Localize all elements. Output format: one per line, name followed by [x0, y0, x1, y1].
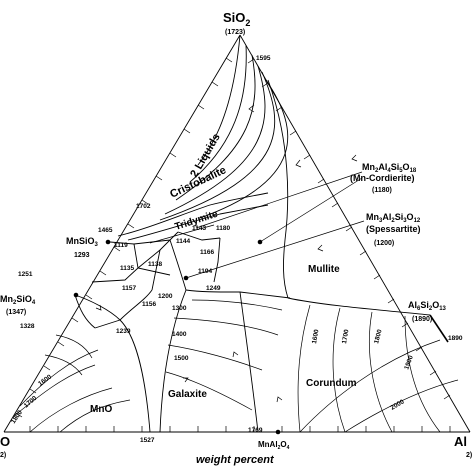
sio2-temp: (1723): [225, 29, 245, 36]
al6si2o13-formula: Al6Si2O13: [408, 300, 447, 312]
mn-cordierite-temp: (1180): [372, 187, 392, 194]
svg-text:1135: 1135: [120, 265, 134, 272]
svg-text:1890: 1890: [448, 335, 463, 342]
svg-text:1180: 1180: [216, 225, 230, 232]
svg-text:1400: 1400: [172, 331, 187, 338]
svg-text:1702: 1702: [136, 203, 151, 210]
svg-text:1144: 1144: [176, 238, 190, 245]
svg-text:1527: 1527: [140, 437, 155, 444]
spessartite-temp: (1200): [374, 240, 394, 247]
compound-labels: Mn2Al4Si5O18 (Mn-Cordierite) (1180) Mn3A…: [0, 162, 447, 451]
svg-text:1465: 1465: [98, 227, 113, 234]
spessartite-name: (Spessartite): [366, 224, 421, 234]
mnsio3-point: [105, 239, 111, 245]
svg-text:1595: 1595: [256, 55, 271, 62]
svg-text:SiO2: SiO2: [223, 10, 250, 28]
svg-text:1239: 1239: [116, 328, 131, 335]
al6si2o13-temp: (1890): [412, 316, 432, 323]
mno-vertex-temp: 2): [0, 452, 6, 459]
spessartite-point: [183, 275, 189, 281]
sio2-label: SiO: [223, 10, 245, 25]
al2o3-vertex-label: Al: [454, 434, 467, 449]
compound-points: [73, 239, 449, 435]
mn2sio4-point: [73, 292, 79, 298]
al6si2o13-range: [429, 314, 449, 343]
svg-text:1156: 1156: [142, 301, 156, 308]
svg-text:1600: 1600: [311, 329, 320, 345]
mullite-label: Mullite: [308, 264, 340, 275]
svg-text:1600: 1600: [37, 373, 53, 387]
svg-text:1500: 1500: [174, 355, 189, 362]
phase-field-labels: 2 Liquids Cristobalite Tridymite Mullite…: [90, 132, 357, 415]
leader-lines: [185, 171, 365, 279]
svg-text:1251: 1251: [18, 271, 33, 278]
svg-text:1166: 1166: [200, 249, 214, 256]
svg-text:1119: 1119: [114, 242, 128, 249]
svg-text:1157: 1157: [122, 285, 136, 292]
al2o3-vertex-temp: 2): [466, 452, 472, 459]
vertex-labels: SiO2 (1723) O 2) Al 2) weight percent: [0, 10, 472, 466]
svg-text:1800: 1800: [373, 328, 384, 344]
mn2sio4-formula: Mn2SiO4: [0, 294, 36, 306]
svg-text:1249: 1249: [206, 285, 221, 292]
svg-text:1700: 1700: [341, 329, 350, 345]
svg-text:1200: 1200: [158, 293, 173, 300]
svg-text:1143: 1143: [192, 225, 206, 232]
svg-text:1300: 1300: [172, 305, 187, 312]
mnsio3-temp: 1293: [74, 252, 90, 259]
mno-vertex-label: O: [0, 434, 10, 449]
svg-text:1194: 1194: [198, 268, 212, 275]
cordierite-point: [257, 239, 263, 245]
svg-text:1138: 1138: [148, 261, 162, 268]
svg-text:1328: 1328: [20, 323, 35, 330]
mno-field-label: MnO: [90, 404, 112, 415]
mn2sio4-temp: (1347): [6, 309, 26, 316]
galaxite-label: Galaxite: [168, 389, 207, 400]
svg-text:1900: 1900: [403, 354, 415, 370]
field-boundaries: [13, 34, 459, 433]
corundum-label: Corundum: [306, 378, 357, 389]
spessartite-formula: Mn3Al2Si3O12: [366, 212, 421, 224]
mn-cordierite-name: (Mn-Cordierite): [350, 173, 415, 183]
svg-text:1769: 1769: [248, 427, 263, 434]
boundary-arrows: [95, 104, 358, 403]
mnal2o4-point: [275, 429, 281, 435]
svg-text:1800: 1800: [10, 409, 24, 425]
mnal2o4-formula: MnAl2O4: [258, 440, 290, 451]
mnsio3-formula: MnSiO3: [66, 236, 99, 248]
temperature-labels: 1595 1702 1465 1251 1328 1119 1144 1143 …: [10, 55, 463, 444]
axis-caption: weight percent: [196, 454, 275, 466]
